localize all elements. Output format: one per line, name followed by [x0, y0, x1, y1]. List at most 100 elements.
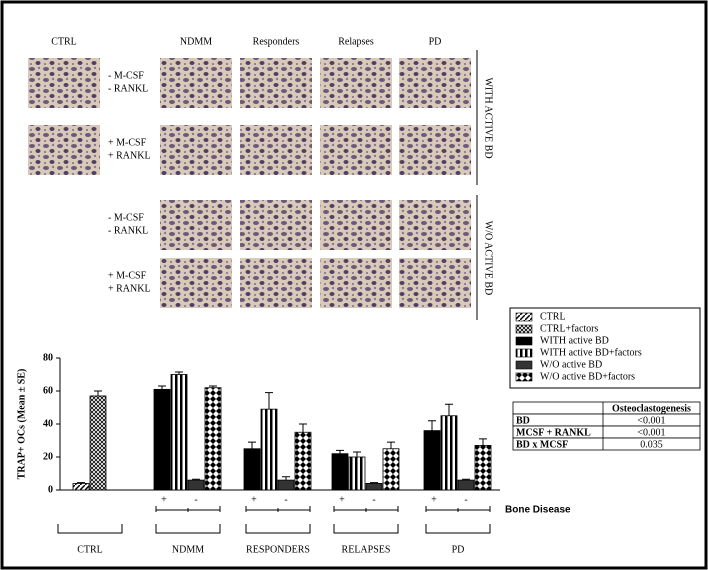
micrograph	[240, 125, 312, 175]
x-sublabel: -	[284, 494, 287, 505]
table-row	[512, 413, 701, 427]
table-cell: BD x MCSF	[516, 439, 568, 450]
x-sublabel: -	[464, 494, 467, 505]
x-tick-label: RESPONDERS	[246, 544, 310, 555]
y-tick-label: 60	[43, 385, 53, 396]
error-bar	[479, 438, 487, 446]
table-row	[512, 437, 701, 451]
bar	[474, 445, 492, 491]
micrograph	[399, 200, 471, 250]
error-bar	[248, 441, 256, 449]
category-bracket	[333, 524, 399, 534]
sublabel-bracket	[155, 506, 221, 512]
category-bracket	[245, 524, 311, 534]
legend-label: CTRL	[540, 311, 566, 322]
legend-label: WITH active BD	[540, 335, 609, 346]
table-cell: 0.035	[640, 439, 663, 450]
table-cell: MCSF + RANKL	[516, 427, 591, 438]
side-label: W/O ACTIVE BD	[483, 221, 494, 295]
bar	[170, 374, 188, 491]
error-bar	[462, 478, 470, 481]
x-tick-label: NDMM	[172, 544, 204, 555]
bar	[72, 482, 90, 491]
error-bar	[353, 451, 361, 457]
error-bar	[77, 482, 85, 484]
y-tick-label: 80	[43, 352, 53, 363]
error-bar	[370, 482, 378, 484]
stats-table: Osteoclastogenesis BD <0.001 MCSF + RANKL <0…	[512, 401, 701, 451]
bar	[365, 482, 383, 491]
error-bar	[299, 423, 307, 433]
legend-swatch	[515, 312, 533, 322]
table-cell: BD	[516, 415, 530, 426]
legend-swatch	[515, 336, 533, 346]
category-bracket	[57, 524, 123, 534]
bar	[440, 415, 458, 491]
table-cell: Osteoclastogenesis	[612, 403, 691, 414]
bar	[423, 430, 441, 491]
bar	[89, 395, 107, 491]
column-label: Responders	[253, 36, 300, 47]
bar	[260, 408, 278, 491]
legend-swatch	[515, 360, 533, 370]
legend	[509, 307, 701, 389]
bar	[187, 479, 205, 491]
micrograph	[240, 200, 312, 250]
category-bracket	[425, 524, 491, 534]
table-cell: <0.001	[637, 415, 665, 426]
x-sublabel: +	[339, 494, 345, 505]
micrograph	[240, 58, 312, 108]
x-tick-label: PD	[452, 544, 465, 555]
legend-label: CTRL+factors	[540, 323, 599, 334]
micrograph	[320, 58, 392, 108]
micrograph	[399, 258, 471, 308]
row-label: + RANKL	[108, 283, 151, 294]
legend-label: W/O active BD	[540, 359, 602, 370]
micrograph	[160, 200, 232, 250]
column-label: PD	[429, 36, 442, 47]
row-label: + M-CSF	[108, 270, 147, 281]
x-sublabel: -	[372, 494, 375, 505]
legend-swatch	[515, 348, 533, 358]
micrograph-panel	[28, 58, 100, 175]
row-label: + M-CSF	[108, 137, 147, 148]
error-bar	[175, 371, 183, 375]
micrograph	[320, 125, 392, 175]
column-label: Relapses	[338, 36, 374, 47]
micrograph	[28, 58, 100, 108]
error-bar	[336, 449, 344, 454]
row-label: - RANKL	[108, 225, 148, 236]
x-sublabel: +	[161, 494, 167, 505]
sublabel-bracket	[425, 506, 491, 512]
x-sublabel: +	[431, 494, 437, 505]
micrograph	[160, 125, 232, 175]
row-label: + RANKL	[108, 150, 151, 161]
x-tick-label: RELAPSES	[342, 544, 391, 555]
sublabel-bracket	[333, 506, 399, 512]
micrograph	[399, 125, 471, 175]
legend-label: WITH active BD+factors	[540, 347, 642, 358]
bar	[204, 387, 222, 491]
column-label: NDMM	[180, 36, 212, 47]
bar	[243, 448, 261, 491]
error-bar	[192, 478, 200, 481]
error-bar	[209, 385, 217, 388]
x-tick-label: CTRL	[77, 544, 103, 555]
micrograph	[320, 200, 392, 250]
micrograph	[240, 258, 312, 308]
category-bracket	[155, 524, 221, 534]
error-bar	[387, 441, 395, 449]
x-sublabel: -	[194, 494, 197, 505]
error-bar	[158, 385, 166, 390]
row-label: - M-CSF	[108, 70, 144, 81]
bar	[382, 448, 400, 491]
row-label: - RANKL	[108, 83, 148, 94]
bar	[457, 479, 475, 491]
column-label: CTRL	[51, 36, 77, 47]
micrograph	[160, 258, 232, 308]
bar	[277, 479, 295, 491]
y-axis-label: TRAP+ OCs (Mean ± SE)	[16, 369, 27, 480]
micrograph	[160, 58, 232, 108]
legend-label: W/O active BD+factors	[540, 371, 635, 382]
